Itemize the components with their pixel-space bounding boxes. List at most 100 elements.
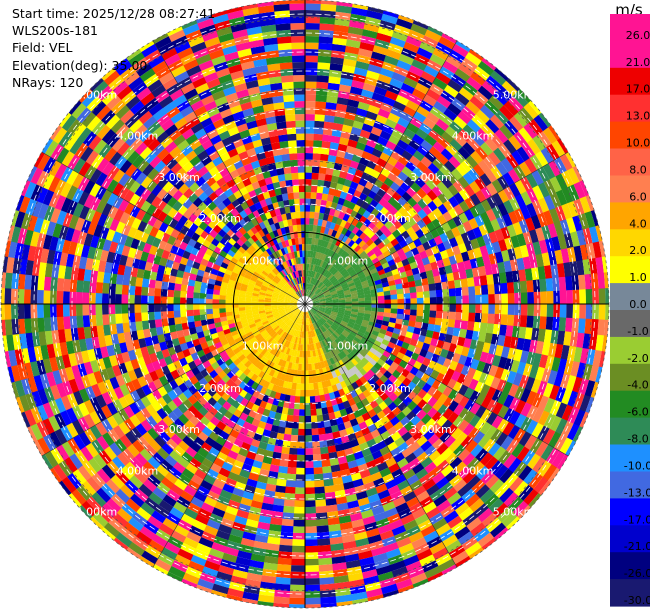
ppi-gate [337, 291, 345, 296]
ppi-gate [316, 280, 322, 287]
ppi-gate [59, 341, 69, 356]
ppi-gate [311, 166, 320, 174]
ppi-gate [512, 500, 529, 517]
ppi-gate [177, 440, 190, 452]
ppi-gate [428, 450, 441, 463]
ppi-gate [330, 424, 339, 433]
ppi-gate [236, 274, 245, 281]
ppi-gate [477, 60, 495, 76]
ppi-gate [280, 323, 287, 330]
ppi-gate [383, 420, 394, 431]
ppi-gate [346, 500, 360, 509]
ppi-gate [317, 293, 324, 298]
ppi-gate [429, 310, 437, 319]
ppi-gate [49, 467, 62, 483]
ppi-gate [379, 245, 389, 254]
ppi-gate [282, 332, 288, 340]
ppi-gate [367, 213, 376, 223]
ppi-gate [11, 318, 20, 335]
ppi-gate [196, 485, 210, 497]
ppi-gate [266, 477, 278, 486]
ppi-gate [124, 461, 139, 476]
ppi-gate [403, 263, 412, 272]
ppi-gate [271, 280, 278, 286]
ppi-gate [448, 196, 460, 208]
ppi-gate [426, 386, 438, 397]
ppi-gate [325, 305, 333, 307]
ppi-gate [412, 430, 424, 442]
ppi-gate [571, 275, 580, 291]
ppi-gate [542, 382, 554, 399]
ppi-gate [215, 275, 224, 282]
ppi-gate [341, 242, 349, 251]
ppi-gate [118, 395, 130, 409]
ppi-gate [247, 267, 255, 274]
ppi-gate [296, 317, 300, 324]
ppi-gate [445, 368, 455, 379]
ppi-gate [555, 402, 568, 419]
ppi-gate [538, 197, 550, 214]
field-text: Field: VEL [12, 40, 73, 56]
ppi-gate [427, 466, 441, 480]
ppi-gate [351, 365, 360, 374]
ppi-gate [328, 343, 335, 351]
ppi-gate [290, 434, 299, 442]
ppi-gate [351, 381, 359, 390]
ppi-gate [379, 529, 395, 541]
ppi-gate [423, 530, 439, 544]
ppi-gate [428, 283, 436, 292]
ppi-gate [286, 414, 294, 422]
ppi-gate [214, 233, 224, 242]
ppi-gate [131, 339, 141, 350]
ppi-gate [268, 329, 275, 336]
ppi-plot: 1.00km1.00km1.00km1.00km2.00km2.00km2.00… [0, 0, 610, 609]
ppi-gate [318, 36, 334, 44]
ppi-gate [451, 352, 461, 364]
ppi-gate [383, 229, 393, 238]
ppi-gate [332, 122, 344, 131]
ppi-gate [138, 259, 147, 270]
ppi-gate [329, 63, 344, 72]
ppi-gate [81, 244, 91, 258]
ppi-gate [269, 281, 277, 287]
ppi-gate [271, 355, 278, 364]
ppi-gate [85, 257, 94, 271]
ppi-gate [318, 354, 324, 362]
ppi-gate [87, 245, 97, 260]
ppi-gate [368, 264, 376, 271]
ppi-gate [603, 272, 609, 290]
ppi-gate [420, 71, 437, 84]
ppi-gate [362, 364, 371, 373]
ppi-gate [250, 499, 263, 509]
ppi-gate [362, 210, 372, 219]
ppi-gate [307, 290, 310, 297]
ppi-gate [364, 270, 372, 278]
ppi-gate [101, 202, 113, 217]
ppi-gate [278, 459, 289, 468]
ppi-gate [48, 399, 61, 416]
ppi-gate [373, 86, 388, 97]
ppi-gate [173, 478, 188, 491]
ppi-gate [436, 136, 450, 149]
ppi-gate [426, 111, 441, 125]
ppi-gate [317, 179, 325, 187]
ppi-gate [238, 270, 246, 277]
ppi-gate [366, 249, 375, 258]
ppi-gate [318, 570, 334, 579]
ppi-gate [325, 338, 331, 345]
ppi-gate [282, 316, 289, 322]
ppi-gate [326, 344, 332, 352]
ppi-gate [159, 257, 168, 267]
ppi-gate [499, 272, 507, 284]
ppi-gate [438, 36, 456, 50]
ppi-gate [283, 433, 292, 442]
ppi-gate [381, 339, 390, 347]
ppi-gate [336, 264, 343, 271]
ppi-gate [288, 401, 295, 409]
ppi-gate [221, 461, 233, 472]
ppi-gate [145, 362, 156, 374]
ppi-gate [208, 431, 220, 442]
ppi-gate [251, 339, 259, 346]
ppi-gate [153, 435, 167, 448]
ppi-gate [316, 375, 322, 383]
